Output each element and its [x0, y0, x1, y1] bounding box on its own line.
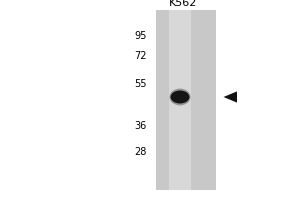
- Text: 95: 95: [135, 31, 147, 41]
- Ellipse shape: [169, 89, 190, 105]
- Bar: [169, 10, 190, 190]
- Text: 36: 36: [135, 121, 147, 131]
- Text: 28: 28: [135, 147, 147, 157]
- Bar: [156, 10, 216, 190]
- Polygon shape: [224, 91, 237, 103]
- Ellipse shape: [171, 90, 190, 104]
- Text: 72: 72: [134, 51, 147, 61]
- Text: K562: K562: [169, 0, 197, 8]
- Text: 55: 55: [134, 79, 147, 89]
